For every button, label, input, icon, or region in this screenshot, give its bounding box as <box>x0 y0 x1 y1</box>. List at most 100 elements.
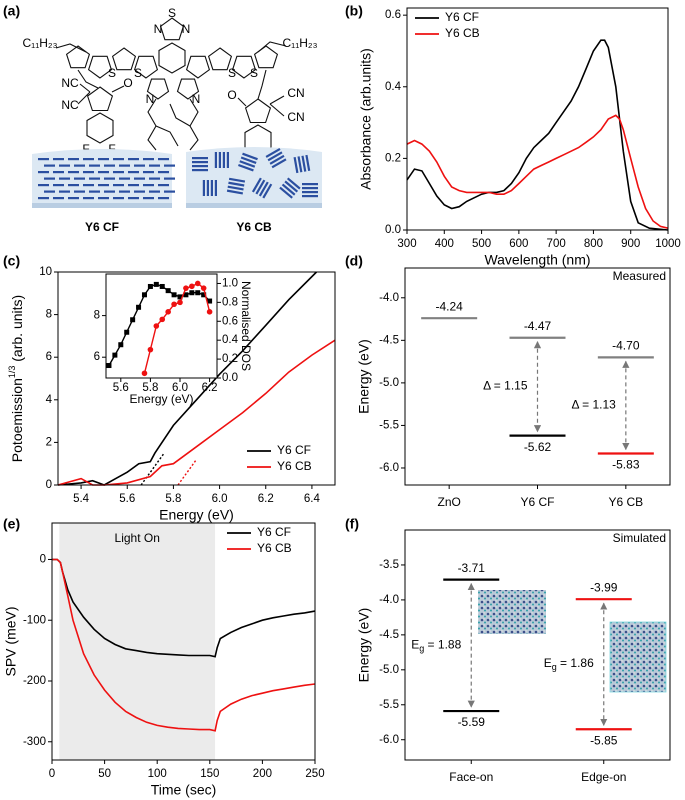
stacked-molecule <box>128 184 139 187</box>
y-tick-label: 0.2 <box>385 152 401 164</box>
stacked-molecule <box>228 181 245 187</box>
stacked-molecule <box>143 158 154 161</box>
stacked-molecule <box>164 190 175 193</box>
stacked-molecule <box>265 147 281 158</box>
y-tick-label: -200 <box>23 675 46 687</box>
data-line <box>406 39 669 231</box>
stacked-molecule <box>68 158 79 161</box>
stacked-molecule <box>119 164 130 167</box>
stacked-molecule <box>113 171 124 174</box>
tilted-domain <box>192 157 208 172</box>
stacked-molecule <box>38 197 49 200</box>
stacked-molecule <box>59 190 70 193</box>
stacked-molecule <box>68 171 79 174</box>
stacked-molecule <box>44 190 55 193</box>
x-axis-label: Energy (eV) <box>159 507 234 523</box>
stacked-molecule <box>262 183 273 199</box>
film-label: Y6 CF <box>85 220 119 234</box>
x-tick-label: 1000 <box>655 238 681 250</box>
stacked-molecule <box>44 164 55 167</box>
atom-label: N <box>146 92 155 106</box>
level-label: -4.70 <box>612 339 640 353</box>
inset-marker <box>112 352 118 358</box>
stacked-molecule <box>222 152 225 168</box>
stacked-molecule <box>255 179 266 195</box>
gap-label: Eg = 1.86 <box>544 656 594 672</box>
legend-label: Y6 CF <box>445 10 479 24</box>
inset-marker <box>195 290 201 296</box>
ring <box>176 78 200 100</box>
inset-marker <box>206 309 213 315</box>
stacked-molecule <box>284 180 299 193</box>
x-tick-label: Face-on <box>449 770 493 784</box>
inset-marker <box>183 285 189 291</box>
x-tick-label: 800 <box>584 238 603 250</box>
plot-frame <box>57 271 336 486</box>
y-axis-label-part: Potoemission <box>9 378 25 462</box>
y-tick-label: 8 <box>46 309 52 321</box>
atom-label: F <box>82 142 89 156</box>
film-base <box>186 203 322 208</box>
panel-label: (b) <box>345 3 363 19</box>
stacked-molecule <box>134 190 145 193</box>
face-on-molecule-image <box>478 590 546 634</box>
legend-label: Y6 CB <box>257 541 292 555</box>
gap-label: Eg = 1.88 <box>411 638 461 654</box>
stacked-molecule <box>59 164 70 167</box>
bond <box>269 103 285 117</box>
x-tick-label: 600 <box>509 238 528 250</box>
inset-marker <box>200 285 207 291</box>
gap-label-part: = 1.86 <box>557 656 594 670</box>
stacked-molecule <box>68 197 79 200</box>
x-tick-label: 100 <box>148 768 167 780</box>
inset-marker <box>171 301 177 308</box>
panel-label: (e) <box>3 516 20 532</box>
inset-marker <box>165 288 171 294</box>
inset-marker <box>201 292 207 298</box>
stacked-molecule <box>281 183 296 196</box>
inset-marker <box>171 292 177 298</box>
stacked-molecule <box>104 190 115 193</box>
ring <box>231 55 257 79</box>
x-tick-label: 200 <box>253 768 272 780</box>
y-tick-label: -5.0 <box>379 377 399 389</box>
level-label: -3.99 <box>590 580 618 594</box>
bond <box>77 91 91 105</box>
gap-label-part: g <box>552 663 557 673</box>
stacked-molecule <box>74 177 85 180</box>
stacked-molecule <box>89 190 100 193</box>
stacked-molecule <box>293 156 299 174</box>
stacked-molecule <box>218 152 221 168</box>
stacked-molecule <box>128 171 139 174</box>
y-tick-label: 6 <box>94 351 100 363</box>
x-tick-label: Y6 CF <box>520 495 554 509</box>
atom-label: CN <box>287 86 304 100</box>
shade-label: Light On <box>115 531 160 545</box>
y-tick-label: -4.5 <box>379 334 399 346</box>
data-line <box>52 558 316 732</box>
y-tick-label: 0 <box>40 553 46 565</box>
stacked-molecule <box>251 177 262 193</box>
x-tick-label: 250 <box>305 768 324 780</box>
atom-label: S <box>168 6 176 20</box>
stacked-molecule <box>302 195 318 198</box>
stacked-molecule <box>297 156 303 173</box>
gap-label-part: Δ = 1.15 <box>483 379 528 393</box>
stacked-molecule <box>134 177 145 180</box>
atom-label: S <box>134 66 142 80</box>
atom-label: C₁₁H₂₃ <box>283 36 318 50</box>
stacked-molecule <box>98 158 109 161</box>
panel-label: (f) <box>345 516 359 532</box>
note: Measured <box>613 269 666 283</box>
plot-frame <box>404 529 671 761</box>
x-axis-label: Time (sec) <box>151 782 217 798</box>
atom-label: S <box>228 66 236 80</box>
y-tick-label: -6.0 <box>379 462 399 474</box>
atom-label: NC <box>61 98 79 112</box>
data-line <box>52 558 316 658</box>
stacked-molecule <box>192 169 208 172</box>
stacked-molecule <box>192 161 208 164</box>
ring <box>159 17 185 41</box>
stacked-molecule <box>226 152 229 168</box>
stacked-molecule <box>192 157 208 160</box>
